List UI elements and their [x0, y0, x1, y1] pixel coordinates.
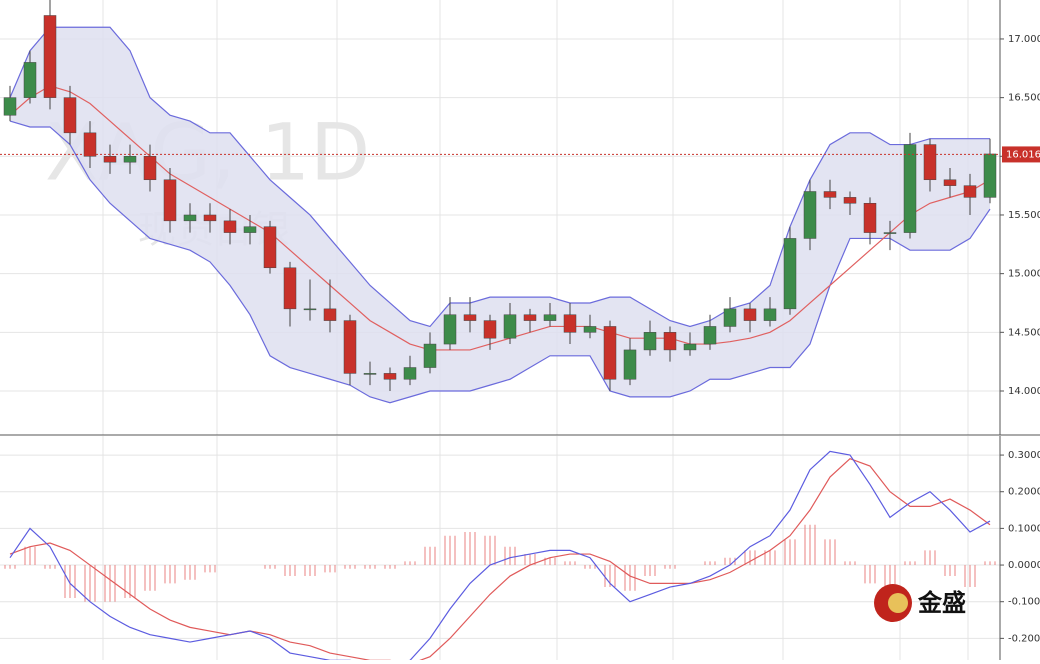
- candle-body: [483, 320, 497, 339]
- last-price-box: [1002, 146, 1040, 163]
- candle-body: [903, 144, 917, 233]
- y-tick-label: 17.000: [1008, 34, 1040, 45]
- candle-body: [463, 314, 477, 321]
- candle-body: [803, 191, 817, 239]
- candle-body: [783, 238, 797, 310]
- y-tick-label: 0.2000: [1008, 487, 1040, 498]
- candle-body: [383, 373, 397, 380]
- logo-text: 金盛: [917, 589, 966, 617]
- candle-body: [663, 332, 677, 351]
- candle-body: [263, 226, 277, 269]
- middle-band: [9, 85, 991, 351]
- candle-body: [723, 308, 737, 327]
- candle-body: [583, 326, 597, 333]
- candle-body: [63, 97, 77, 134]
- candle-body: [503, 314, 517, 339]
- candle-body: [863, 202, 877, 233]
- candle-body: [123, 156, 137, 163]
- upper-band: [9, 26, 990, 328]
- candle-body: [883, 232, 897, 234]
- candle-body: [943, 179, 957, 186]
- lower-band: [9, 120, 991, 404]
- dif-line: [9, 450, 991, 664]
- y-tick-label: 16.500: [1008, 93, 1040, 104]
- y-tick-label: -0.200: [1008, 633, 1040, 644]
- candle-body: [683, 343, 697, 351]
- y-tick-label: 15.500: [1008, 210, 1040, 221]
- candle-body: [183, 214, 197, 222]
- candle-body: [323, 308, 337, 321]
- candle-body: [43, 15, 57, 98]
- candle-body: [303, 308, 317, 311]
- candle-body: [963, 185, 977, 198]
- y-tick-label: 0.0000: [1008, 560, 1040, 571]
- candle-body: [623, 349, 637, 380]
- y-tick-label: 14.500: [1008, 327, 1040, 338]
- candle-body: [743, 308, 757, 321]
- candle-body: [103, 156, 117, 163]
- candle-body: [763, 308, 777, 321]
- last-price-label: 16.016: [1006, 149, 1040, 160]
- candle-body: [543, 314, 557, 321]
- candle-body: [823, 191, 837, 198]
- candle-body: [643, 332, 657, 351]
- candle-body: [283, 267, 297, 310]
- y-tick-label: 0.1000: [1008, 523, 1040, 534]
- candle-body: [343, 320, 357, 374]
- y-tick-label: 14.000: [1008, 386, 1040, 397]
- candle-body: [523, 314, 537, 321]
- candle-body: [983, 153, 997, 198]
- candle-body: [703, 326, 717, 345]
- candle-body: [563, 314, 577, 333]
- logo-icon-inner: [888, 593, 908, 613]
- candle-body: [843, 197, 857, 204]
- y-tick-label: 0.3000: [1008, 450, 1040, 461]
- candle-body: [143, 156, 157, 181]
- y-tick-label: 15.000: [1008, 269, 1040, 280]
- candle-body: [83, 132, 97, 157]
- dea-line: [9, 458, 991, 664]
- candle-body: [443, 314, 457, 345]
- y-tick-label: -0.100: [1008, 597, 1040, 608]
- candle-body: [923, 144, 937, 181]
- candle-body: [163, 179, 177, 222]
- candle-body: [243, 226, 257, 233]
- candle-body: [3, 97, 17, 116]
- candle-body: [403, 367, 417, 380]
- candle-body: [423, 343, 437, 368]
- candle-body: [203, 214, 217, 222]
- candle-body: [363, 373, 377, 375]
- candle-body: [603, 326, 617, 380]
- candle-body: [223, 220, 237, 233]
- candle-body: [23, 62, 37, 98]
